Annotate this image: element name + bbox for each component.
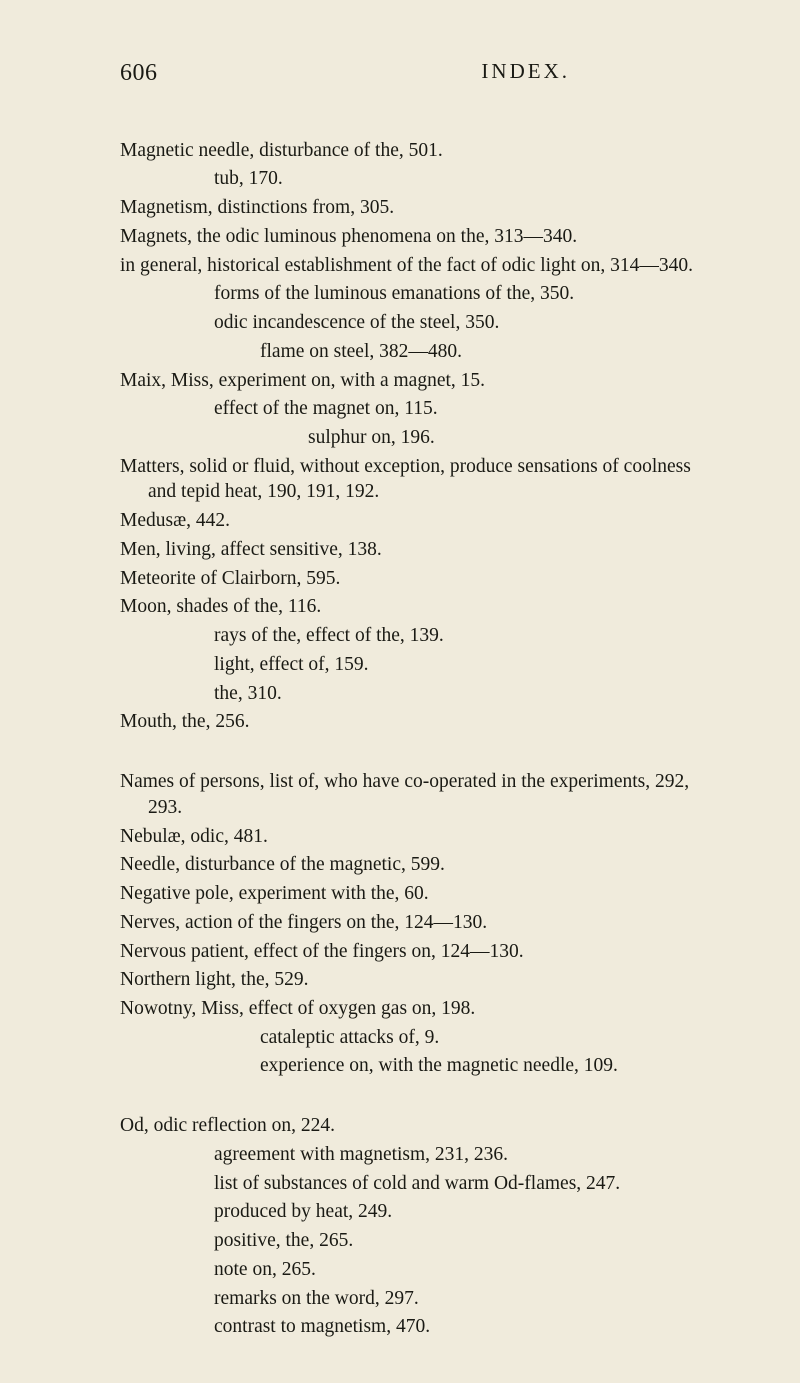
index-entry: Maix, Miss, experiment on, with a magnet…: [120, 368, 720, 394]
index-entry: tub, 170.: [120, 166, 720, 192]
index-entry: produced by heat, 249.: [120, 1199, 720, 1225]
index-entry: Nerves, action of the fingers on the, 12…: [120, 910, 720, 936]
index-entry: Magnetic needle, disturbance of the, 501…: [120, 138, 720, 164]
index-entry: effect of the magnet on, 115.: [120, 396, 720, 422]
index-entry: Moon, shades of the, 116.: [120, 594, 720, 620]
index-entry: Names of persons, list of, who have co-o…: [120, 769, 720, 820]
index-entry: Nervous patient, effect of the fingers o…: [120, 939, 720, 965]
index-entry: Medusæ, 442.: [120, 508, 720, 534]
index-entry: the, 310.: [120, 681, 720, 707]
index-entry: light, effect of, 159.: [120, 652, 720, 678]
index-entry: positive, the, 265.: [120, 1228, 720, 1254]
index-entry: Northern light, the, 529.: [120, 967, 720, 993]
index-entry: Magnets, the odic luminous phenomena on …: [120, 224, 720, 250]
index-entry: Nebulæ, odic, 481.: [120, 824, 720, 850]
page-number: 606: [120, 58, 158, 90]
index-entry: Mouth, the, 256.: [120, 709, 720, 735]
index-entry: Negative pole, experiment with the, 60.: [120, 881, 720, 907]
index-entry: Men, living, affect sensitive, 138.: [120, 537, 720, 563]
index-entry: Magnetism, distinctions from, 305.: [120, 195, 720, 221]
index-entry: rays of the, effect of the, 139.: [120, 623, 720, 649]
index-entry: Matters, solid or fluid, without excepti…: [120, 454, 720, 505]
index-entries-container: Magnetic needle, disturbance of the, 501…: [120, 138, 720, 1340]
index-entry: forms of the luminous emanations of the,…: [120, 281, 720, 307]
index-entry: contrast to magnetism, 470.: [120, 1314, 720, 1340]
index-entry: sulphur on, 196.: [120, 425, 720, 451]
index-entry: Needle, disturbance of the magnetic, 599…: [120, 852, 720, 878]
index-entry: Nowotny, Miss, effect of oxygen gas on, …: [120, 996, 720, 1022]
index-entry: agreement with magnetism, 231, 236.: [120, 1142, 720, 1168]
index-entry: in general, historical establishment of …: [120, 253, 720, 279]
index-entry: list of substances of cold and warm Od-f…: [120, 1171, 720, 1197]
index-entry: odic incandescence of the steel, 350.: [120, 310, 720, 336]
section-title: INDEX.: [481, 58, 570, 90]
index-page: 606 INDEX. Magnetic needle, disturbance …: [0, 0, 800, 1383]
index-entry: remarks on the word, 297.: [120, 1286, 720, 1312]
index-entry: experience on, with the magnetic needle,…: [120, 1053, 720, 1079]
index-entry: Od, odic reflection on, 224.: [120, 1113, 720, 1139]
index-entry: flame on steel, 382—480.: [120, 339, 720, 365]
page-header: 606 INDEX.: [120, 58, 720, 90]
index-entry: note on, 265.: [120, 1257, 720, 1283]
index-entry: cataleptic attacks of, 9.: [120, 1025, 720, 1051]
index-entry: Meteorite of Clairborn, 595.: [120, 566, 720, 592]
